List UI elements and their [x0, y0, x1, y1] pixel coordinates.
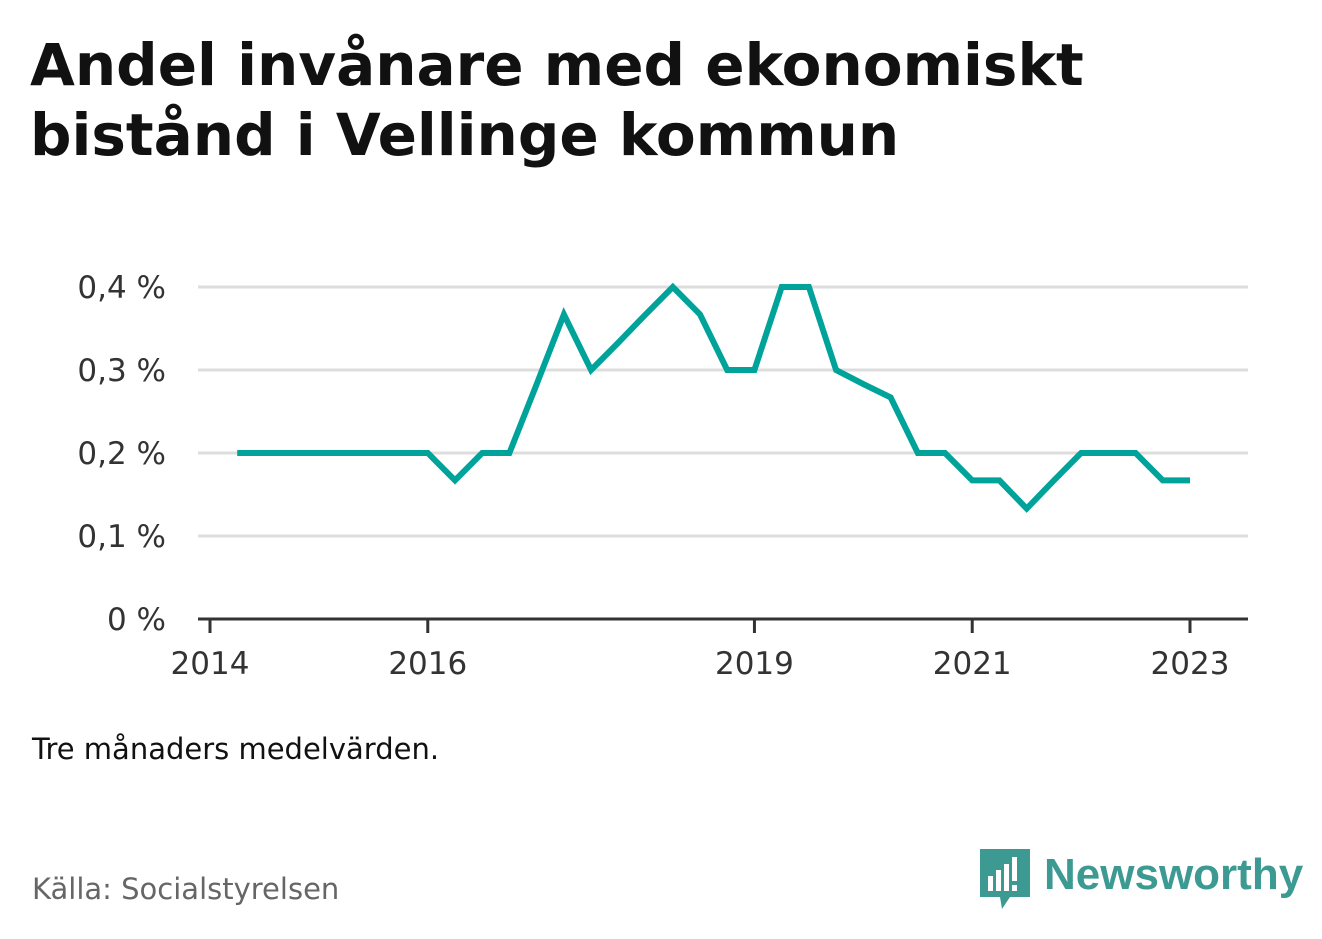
series-line — [237, 282, 1190, 513]
y-tick-label: 0,2 % — [77, 436, 166, 472]
x-tick-label: 2023 — [1151, 646, 1230, 682]
y-tick-label: 0 % — [107, 602, 166, 638]
y-tick-label: 0,4 % — [77, 270, 166, 306]
chart-note: Tre månaders medelvärden. — [32, 732, 440, 766]
source-text: Källa: Socialstyrelsen — [32, 872, 340, 906]
x-tick-label: 2019 — [715, 646, 794, 682]
chart-title: Andel invånare med ekonomiskt bistånd i … — [30, 31, 1084, 169]
brand-name: Newsworthy — [1044, 850, 1304, 899]
x-tick-label: 2014 — [171, 646, 250, 682]
x-axis: 2014 2016 2019 2021 2023 — [171, 617, 1248, 682]
y-tick-label: 0,3 % — [77, 353, 166, 389]
y-tick-label: 0,1 % — [77, 519, 166, 555]
x-tick-label: 2021 — [933, 646, 1012, 682]
newsworthy-logo-icon — [980, 849, 1030, 909]
series-layer — [237, 282, 1190, 513]
brand-logo[interactable]: Newsworthy — [980, 848, 1303, 912]
grid-lines — [198, 285, 1248, 538]
y-axis-ticks: 0 % 0,1 % 0,2 % 0,3 % 0,4 % — [77, 270, 166, 638]
x-tick-label: 2016 — [388, 646, 467, 682]
